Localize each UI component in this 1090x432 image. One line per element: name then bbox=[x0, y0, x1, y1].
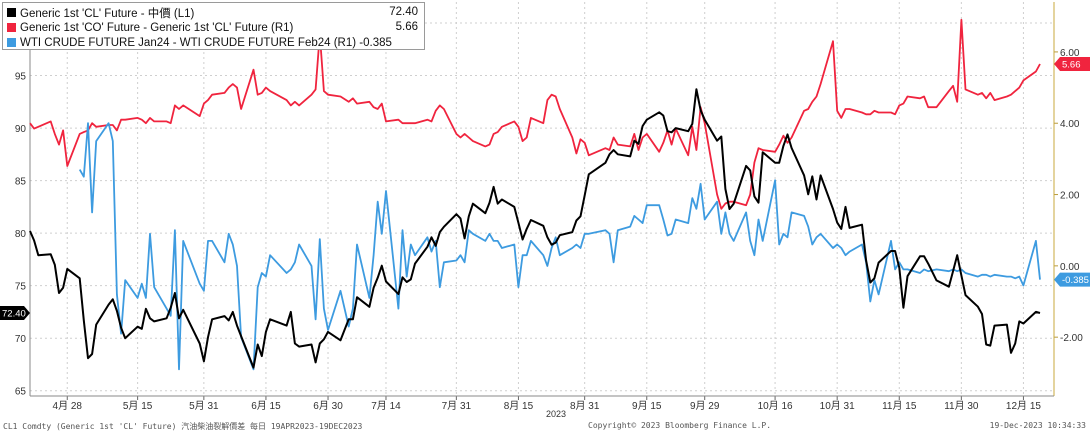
right-tick-label: 4.00 bbox=[1060, 119, 1080, 130]
left-tick-label: 90 bbox=[15, 124, 27, 135]
legend-label-co-cl: Generic 1st 'CO' Future - Generic 1st 'C… bbox=[20, 21, 294, 34]
left-tick-label: 80 bbox=[15, 229, 27, 240]
x-tick-label: 12月 15 bbox=[1006, 400, 1041, 412]
right-tick-label: 6.00 bbox=[1060, 48, 1080, 59]
axes: 65707580859095100-2.000.002.004.006.004月… bbox=[9, 2, 1083, 419]
legend-label-cl1: Generic 1st 'CL' Future - 中價 (L1) bbox=[20, 7, 195, 20]
footer-timestamp: 19-Dec-2023 10:34:33 bbox=[989, 421, 1086, 430]
x-tick-label: 10月 31 bbox=[820, 400, 855, 412]
right-tick-label: 0.00 bbox=[1060, 262, 1080, 273]
x-tick-label: 5月 31 bbox=[189, 400, 219, 412]
legend-label-wti-spread: WTI CRUDE FUTURE Jan24 - WTI CRUDE FUTUR… bbox=[20, 36, 392, 49]
x-tick-label: 7月 14 bbox=[371, 400, 401, 412]
cl1-line bbox=[29, 88, 1041, 369]
grid-lines bbox=[30, 2, 1054, 396]
wti-last-value-tag-bg bbox=[1054, 272, 1090, 287]
legend: Generic 1st 'CL' Future - 中價 (L1) 72.40 … bbox=[2, 2, 425, 50]
x-tick-label: 4月 28 bbox=[53, 400, 83, 412]
co-cl-last-value-tag-bg bbox=[1054, 57, 1090, 72]
x-tick-label: 10月 16 bbox=[758, 400, 793, 412]
footer-source: CL1 Comdty (Generic 1st 'CL' Future) 汽油柴… bbox=[3, 422, 363, 431]
x-tick-label: 7月 31 bbox=[442, 400, 472, 412]
legend-swatch-cl1 bbox=[7, 8, 16, 17]
legend-value-cl1: 72.40 bbox=[389, 6, 418, 18]
series-lines bbox=[29, 18, 1041, 371]
co-cl-last-value-tag: 5.66 bbox=[1062, 60, 1081, 71]
left-tick-label: 85 bbox=[15, 177, 27, 188]
wti-calendar-spread-line bbox=[78, 122, 1041, 371]
x-tick-label: 6月 15 bbox=[251, 400, 281, 412]
legend-swatch-co-cl bbox=[7, 23, 16, 32]
x-tick-label: 11月 15 bbox=[882, 400, 917, 412]
legend-item-cl1: Generic 1st 'CL' Future - 中價 (L1) bbox=[7, 5, 194, 20]
left-tick-label: 65 bbox=[15, 387, 27, 398]
x-tick-label: 11月 30 bbox=[944, 400, 979, 412]
legend-item-wti-spread: WTI CRUDE FUTURE Jan24 - WTI CRUDE FUTUR… bbox=[7, 35, 392, 50]
x-tick-label: 8月 15 bbox=[504, 400, 534, 412]
cl1-last-value-tag-bg bbox=[0, 305, 30, 320]
value-labels: 72.40 5.66 -0.385 bbox=[0, 57, 1090, 320]
left-tick-label: 75 bbox=[15, 282, 27, 293]
right-tick-label: -2.00 bbox=[1060, 333, 1083, 344]
cl1-last-value-tag: 72.40 bbox=[2, 308, 26, 319]
x-tick-label: 8月 31 bbox=[570, 400, 600, 412]
legend-value-co-cl: 5.66 bbox=[395, 21, 418, 33]
legend-swatch-wti-spread bbox=[7, 38, 16, 47]
x-tick-label: 5月 15 bbox=[123, 400, 153, 412]
left-tick-label: 95 bbox=[15, 72, 27, 83]
footer-copyright: Copyright© 2023 Bloomberg Finance L.P. bbox=[588, 421, 772, 430]
year-label: 2023 bbox=[546, 409, 566, 419]
x-tick-label: 9月 29 bbox=[690, 400, 720, 412]
right-tick-label: 2.00 bbox=[1060, 191, 1080, 202]
co-cl-spread-line bbox=[29, 18, 1041, 210]
legend-item-co-cl: Generic 1st 'CO' Future - Generic 1st 'C… bbox=[7, 20, 293, 35]
left-tick-label: 70 bbox=[15, 334, 27, 345]
x-tick-label: 6月 30 bbox=[313, 400, 343, 412]
x-tick-label: 9月 15 bbox=[632, 400, 662, 412]
wti-last-value-tag: -0.385 bbox=[1062, 275, 1089, 286]
